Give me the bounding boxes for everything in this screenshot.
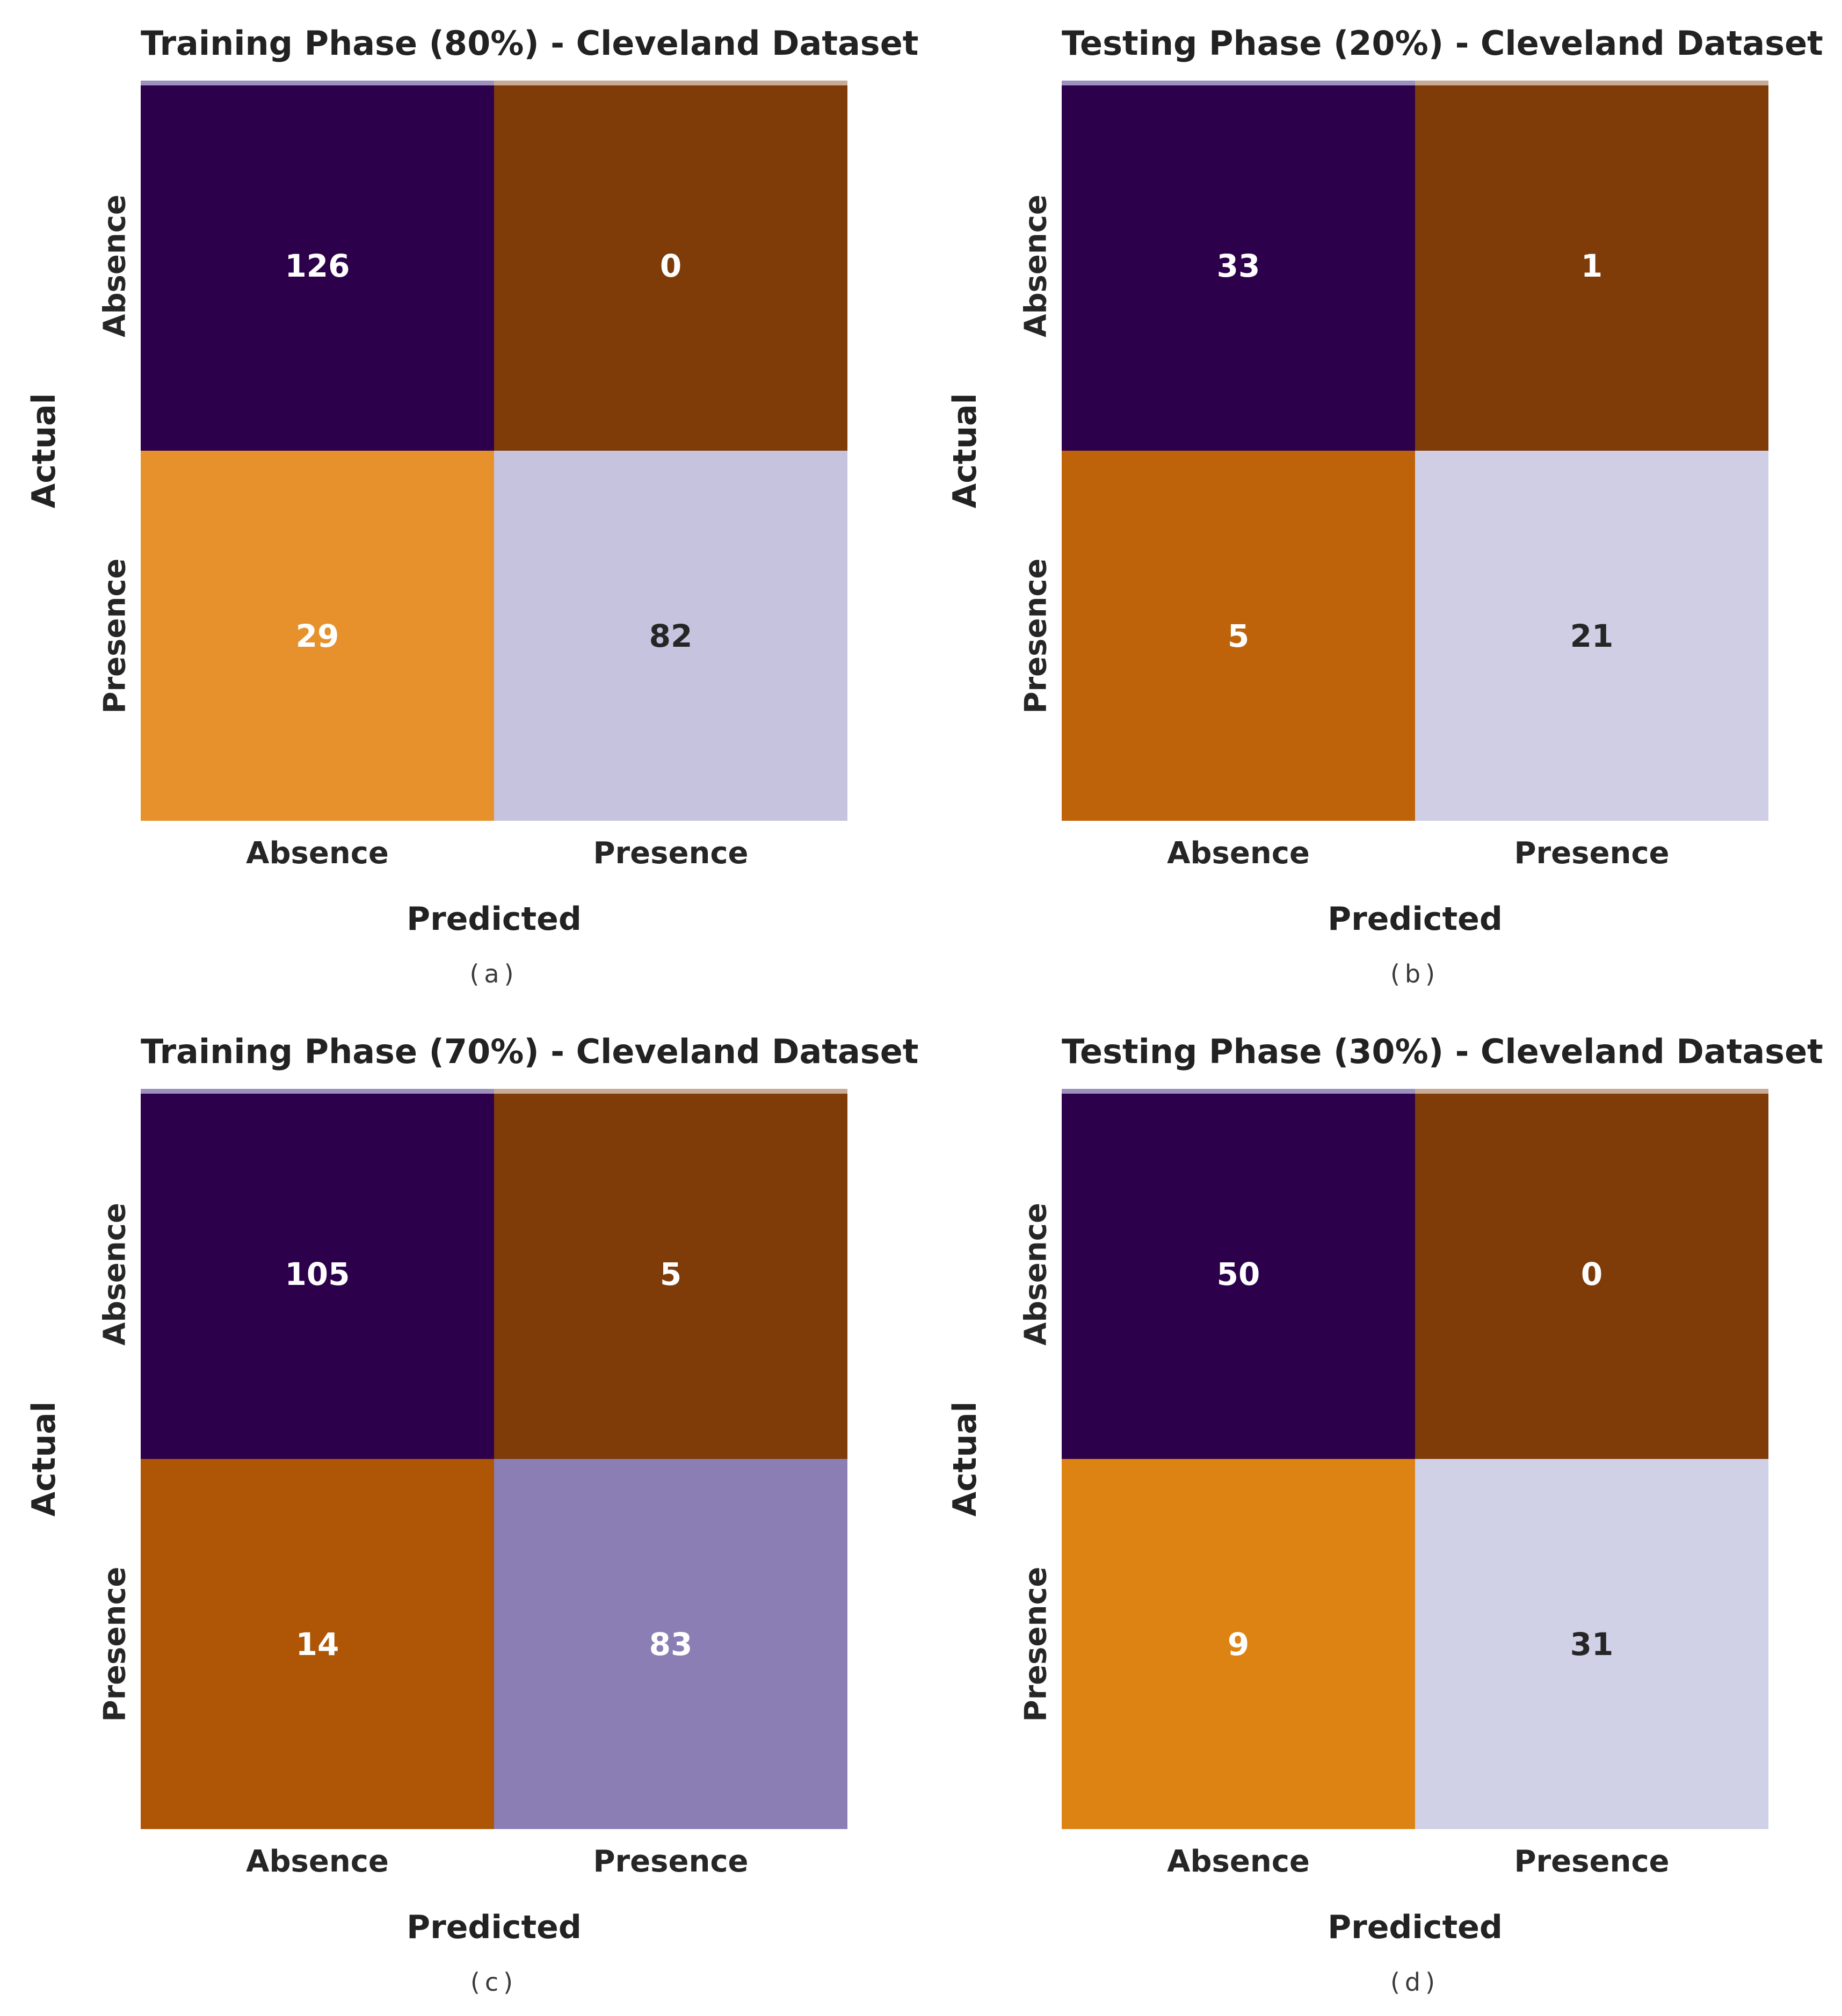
heatmap: 33 1 5 21 bbox=[1062, 81, 1768, 821]
heatmap-cell: 31 bbox=[1415, 1459, 1768, 1829]
x-axis-label: Predicted bbox=[407, 1909, 582, 1946]
x-tick-presence: Presence bbox=[593, 1844, 749, 1879]
x-axis-label: Predicted bbox=[1328, 1909, 1503, 1946]
y-tick-presence: Presence bbox=[1018, 1566, 1054, 1722]
x-tick-absence: Absence bbox=[1167, 1844, 1310, 1879]
x-axis-label: Predicted bbox=[1328, 900, 1503, 938]
heatmap: 126 0 29 82 bbox=[141, 81, 847, 821]
heatmap-cell: 82 bbox=[494, 451, 847, 821]
panel-caption: (d) bbox=[1390, 1968, 1440, 1997]
heatmap-cell: 105 bbox=[141, 1089, 494, 1459]
y-tick-absence: Absence bbox=[97, 1203, 133, 1346]
heatmap-cell: 29 bbox=[141, 451, 494, 821]
panel-c: Training Phase (70%) - Cleveland Dataset… bbox=[0, 1008, 921, 2016]
heatmap: 50 0 9 31 bbox=[1062, 1089, 1768, 1829]
heatmap-cell: 1 bbox=[1415, 81, 1768, 451]
x-tick-labels: Absence Presence bbox=[141, 1844, 847, 1879]
panel-caption: (b) bbox=[1390, 959, 1440, 988]
y-tick-absence: Absence bbox=[97, 194, 133, 337]
heatmap-cell: 83 bbox=[494, 1459, 847, 1829]
x-tick-absence: Absence bbox=[246, 1844, 389, 1879]
x-tick-labels: Absence Presence bbox=[141, 836, 847, 871]
heatmap-cell: 14 bbox=[141, 1459, 494, 1829]
panel-d: Testing Phase (30%) - Cleveland Dataset … bbox=[921, 1008, 1842, 2016]
panel-caption: (c) bbox=[470, 1968, 518, 1997]
panel-title: Training Phase (70%) - Cleveland Dataset bbox=[141, 1032, 919, 1071]
panel-a: Training Phase (80%) - Cleveland Dataset… bbox=[0, 0, 921, 1008]
panel-title: Testing Phase (30%) - Cleveland Dataset bbox=[1062, 1032, 1823, 1071]
heatmap-cell: 33 bbox=[1062, 81, 1415, 451]
y-tick-absence: Absence bbox=[1018, 194, 1054, 337]
y-tick-absence: Absence bbox=[1018, 1203, 1054, 1346]
heatmap-cell: 50 bbox=[1062, 1089, 1415, 1459]
heatmap-cell: 5 bbox=[1062, 451, 1415, 821]
y-axis-label: Actual bbox=[25, 1401, 63, 1517]
x-tick-presence: Presence bbox=[593, 836, 749, 871]
heatmap-cell: 21 bbox=[1415, 451, 1768, 821]
x-tick-absence: Absence bbox=[246, 836, 389, 871]
y-axis-label: Actual bbox=[946, 1401, 984, 1517]
y-tick-presence: Presence bbox=[97, 558, 133, 714]
panel-title: Training Phase (80%) - Cleveland Dataset bbox=[141, 24, 919, 63]
y-axis-label: Actual bbox=[946, 393, 984, 509]
x-tick-presence: Presence bbox=[1514, 836, 1670, 871]
heatmap-cell: 0 bbox=[1415, 1089, 1768, 1459]
y-axis-label: Actual bbox=[25, 393, 63, 509]
x-tick-presence: Presence bbox=[1514, 1844, 1670, 1879]
heatmap: 105 5 14 83 bbox=[141, 1089, 847, 1829]
heatmap-cell: 126 bbox=[141, 81, 494, 451]
x-tick-labels: Absence Presence bbox=[1062, 836, 1768, 871]
x-tick-absence: Absence bbox=[1167, 836, 1310, 871]
x-tick-labels: Absence Presence bbox=[1062, 1844, 1768, 1879]
heatmap-cell: 0 bbox=[494, 81, 847, 451]
y-tick-presence: Presence bbox=[97, 1566, 133, 1722]
panel-caption: (a) bbox=[469, 959, 519, 988]
heatmap-cell: 5 bbox=[494, 1089, 847, 1459]
panel-title: Testing Phase (20%) - Cleveland Dataset bbox=[1062, 24, 1823, 63]
heatmap-cell: 9 bbox=[1062, 1459, 1415, 1829]
y-tick-presence: Presence bbox=[1018, 558, 1054, 714]
x-axis-label: Predicted bbox=[407, 900, 582, 938]
panel-b: Testing Phase (20%) - Cleveland Dataset … bbox=[921, 0, 1842, 1008]
